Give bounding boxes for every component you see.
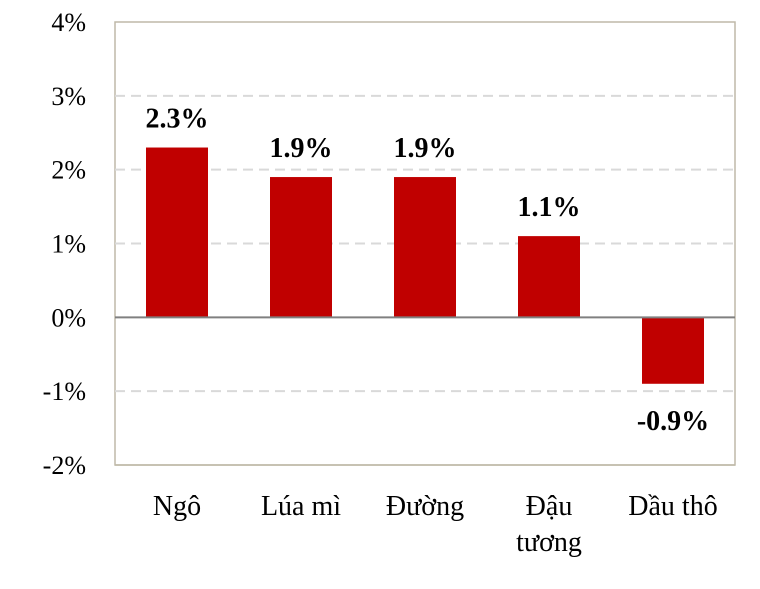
y-tick-label: -1% [43,377,86,406]
data-label: -0.9% [637,406,709,437]
category-label: Ngô [153,491,201,522]
data-labels: 2.3% 1.9% 1.9% 1.1% -0.9% [146,104,710,437]
category-labels: Ngô Lúa mì Đường Đậu tương Dầu thô [153,491,718,558]
bar [518,236,580,318]
bar [270,177,332,318]
y-tick-label: -2% [43,451,86,480]
data-label: 2.3% [146,104,209,135]
category-label: Đậu [526,491,573,522]
y-tick-label: 4% [51,8,86,37]
bar [146,147,208,318]
data-label: 1.9% [270,133,333,164]
y-tick-label: 2% [51,156,86,185]
category-label: Lúa mì [261,491,341,522]
y-tick-label: 1% [51,230,86,259]
bar [642,317,704,384]
y-axis-ticks: 4% 3% 2% 1% 0% -1% -2% [43,8,86,480]
data-label: 1.9% [394,133,457,164]
category-label: tương [516,527,582,558]
bars [146,147,704,384]
bar [394,177,456,318]
y-tick-label: 3% [51,82,86,111]
category-label: Đường [386,491,464,522]
category-label: Dầu thô [628,491,717,522]
y-tick-label: 0% [51,303,86,332]
data-label: 1.1% [518,192,581,223]
